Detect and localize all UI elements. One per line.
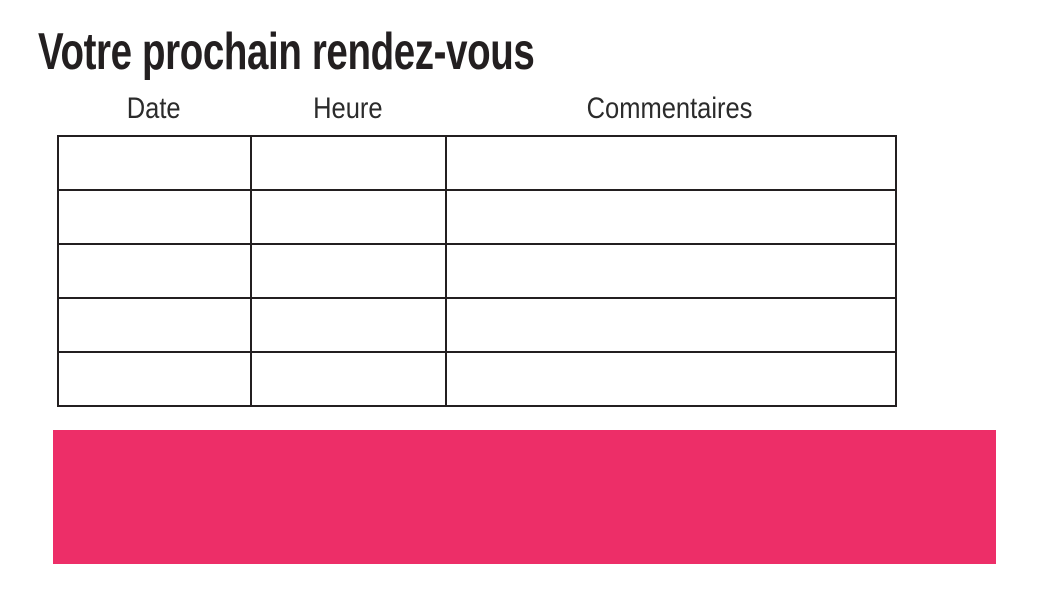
table-cell xyxy=(445,351,897,407)
table-row xyxy=(57,351,897,407)
column-header-heure: Heure xyxy=(312,92,383,125)
table-cell xyxy=(250,135,447,191)
table-cell xyxy=(57,135,252,191)
table-cell xyxy=(445,135,897,191)
table-row xyxy=(57,189,897,245)
table-cell xyxy=(57,243,252,299)
table-row xyxy=(57,297,897,353)
column-header-commentaires: Commentaires xyxy=(587,92,753,125)
table-row xyxy=(57,243,897,299)
table-cell xyxy=(250,297,447,353)
table-cell xyxy=(445,297,897,353)
table-cell xyxy=(57,351,252,407)
table-cell xyxy=(250,243,447,299)
table-cell xyxy=(250,189,447,245)
pink-banner xyxy=(53,430,996,564)
appointment-table xyxy=(57,135,897,407)
table-cell xyxy=(445,243,897,299)
column-header-date: Date xyxy=(126,92,181,125)
page-title: Votre prochain rendez-vous xyxy=(38,23,535,81)
table-cell xyxy=(57,297,252,353)
table-cell xyxy=(250,351,447,407)
table-cell xyxy=(57,189,252,245)
table-row xyxy=(57,135,897,191)
table-cell xyxy=(445,189,897,245)
table-header-row: Date Heure Commentaires xyxy=(57,92,895,126)
